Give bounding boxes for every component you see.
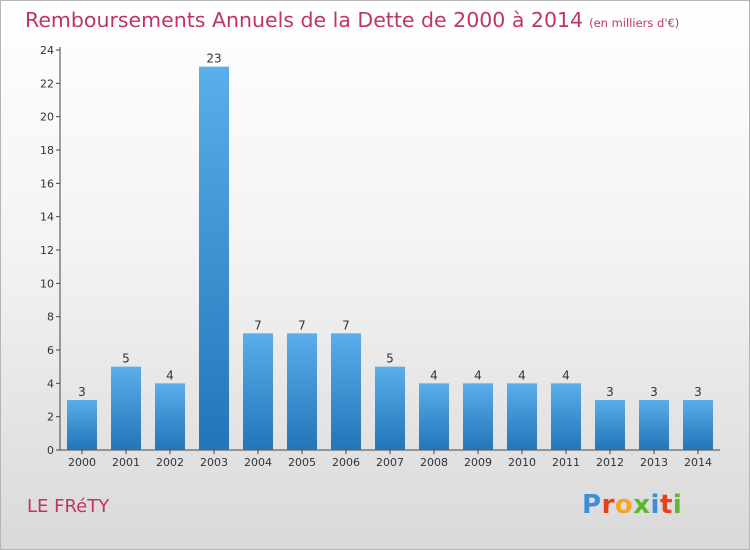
x-tick-label: 2010 — [508, 456, 536, 469]
x-tick-label: 2014 — [684, 456, 712, 469]
y-tick-label: 2 — [47, 411, 54, 424]
logo-letter: o — [614, 490, 634, 520]
data-label: 7 — [298, 318, 306, 332]
chart-unit: (en milliers d'€) — [589, 16, 680, 30]
bar — [595, 400, 625, 450]
y-tick-label: 12 — [40, 244, 54, 257]
y-tick-label: 16 — [40, 177, 54, 190]
bar — [551, 383, 581, 450]
y-tick-label: 24 — [40, 44, 54, 57]
data-label: 4 — [166, 368, 174, 382]
bar — [287, 333, 317, 450]
proxiti-logo: Proxiti — [582, 490, 682, 520]
logo-letter: P — [582, 490, 602, 520]
bar — [683, 400, 713, 450]
x-tick-label: 2002 — [156, 456, 184, 469]
y-tick-label: 18 — [40, 144, 54, 157]
x-tick-label: 2001 — [112, 456, 140, 469]
y-tick-label: 6 — [47, 344, 54, 357]
data-label: 7 — [254, 318, 262, 332]
x-tick-label: 2003 — [200, 456, 228, 469]
data-label: 4 — [562, 368, 570, 382]
data-label: 5 — [386, 352, 394, 366]
data-label: 3 — [694, 385, 702, 399]
x-tick-label: 2008 — [420, 456, 448, 469]
chart-title-text: Remboursements Annuels de la Dette de 20… — [25, 8, 584, 32]
x-tick-label: 2007 — [376, 456, 404, 469]
bar — [155, 383, 185, 450]
bar — [111, 366, 141, 450]
data-label: 4 — [518, 368, 526, 382]
x-tick-label: 2000 — [68, 456, 96, 469]
y-tick-label: 10 — [40, 277, 54, 290]
data-label: 23 — [206, 52, 221, 66]
bar — [199, 66, 229, 451]
data-label: 4 — [474, 368, 482, 382]
logo-letter: t — [659, 490, 673, 520]
logo-letter: i — [672, 490, 683, 520]
y-tick-label: 0 — [47, 444, 54, 457]
x-tick-label: 2011 — [552, 456, 580, 469]
y-tick-label: 22 — [40, 77, 54, 90]
logo-letter: i — [650, 490, 660, 520]
bar — [419, 383, 449, 450]
y-tick-label: 20 — [40, 111, 54, 124]
bar — [243, 333, 273, 450]
logo-letter: r — [601, 490, 615, 520]
data-label: 3 — [78, 385, 86, 399]
x-tick-label: 2006 — [332, 456, 360, 469]
x-tick-label: 2013 — [640, 456, 668, 469]
logo-letter: x — [633, 490, 651, 520]
bar — [507, 383, 537, 450]
chart-title: Remboursements Annuels de la Dette de 20… — [25, 8, 679, 32]
data-label: 4 — [430, 368, 438, 382]
bar — [463, 383, 493, 450]
bar — [67, 400, 97, 450]
y-tick-label: 4 — [47, 377, 54, 390]
commune-name: LE FRéTY — [27, 496, 110, 517]
data-label: 3 — [650, 385, 658, 399]
bar — [375, 366, 405, 450]
data-label: 3 — [606, 385, 614, 399]
x-tick-label: 2005 — [288, 456, 316, 469]
y-tick-label: 8 — [47, 311, 54, 324]
x-tick-label: 2012 — [596, 456, 624, 469]
y-tick-label: 14 — [40, 211, 54, 224]
x-tick-label: 2009 — [464, 456, 492, 469]
data-label: 5 — [122, 352, 130, 366]
bar — [639, 400, 669, 450]
bar — [331, 333, 361, 450]
x-tick-label: 2004 — [244, 456, 272, 469]
data-label: 7 — [342, 318, 350, 332]
